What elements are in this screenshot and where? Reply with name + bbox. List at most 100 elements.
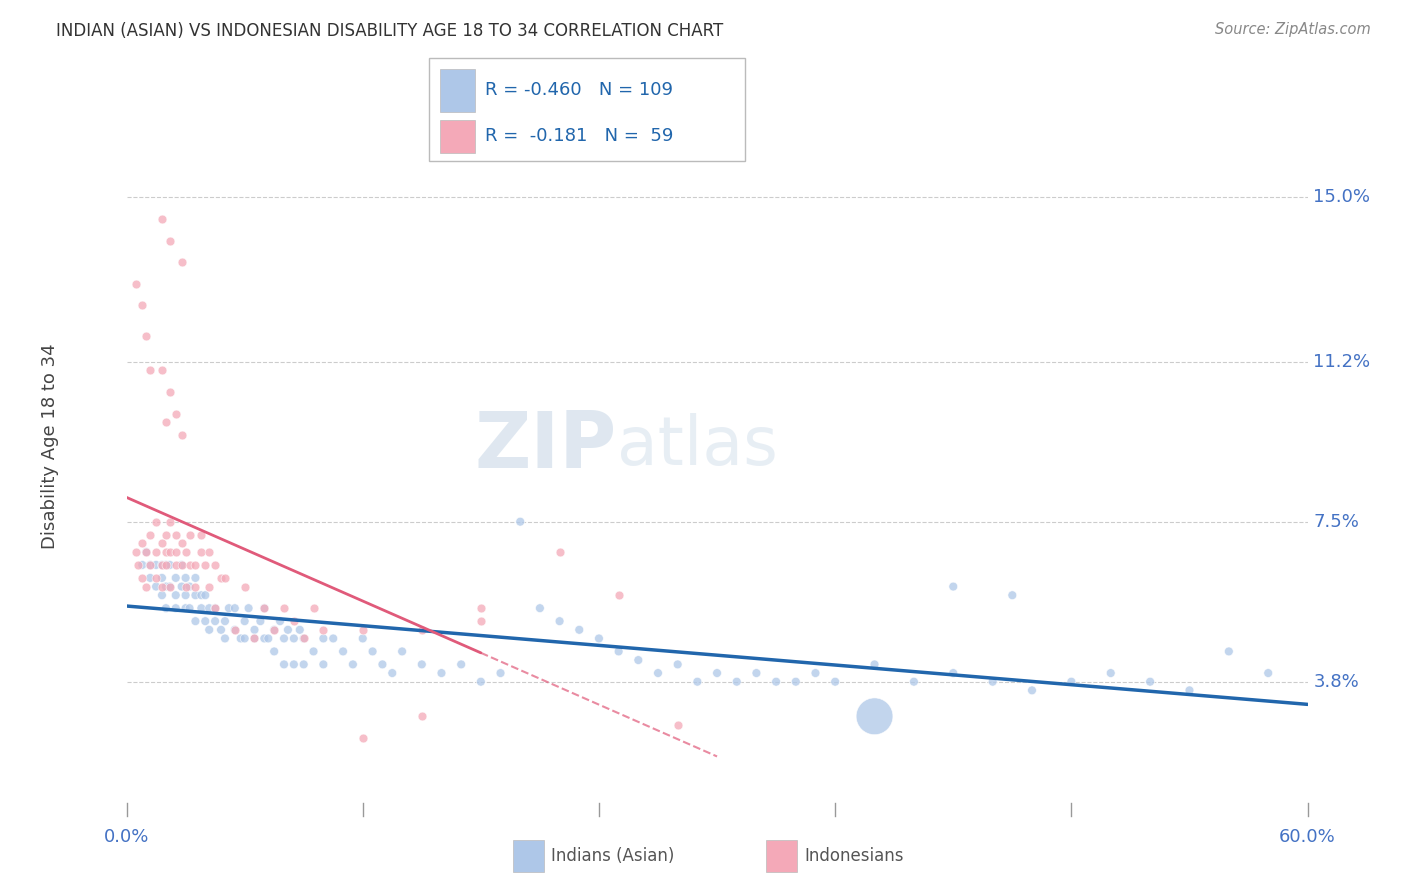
Point [312,657,335,672]
Point [139,558,162,572]
Point [332,644,354,658]
Point [1257,666,1279,681]
Point [470,674,492,689]
Point [509,515,531,529]
Point [342,657,364,672]
Point [139,558,162,572]
Text: Indians (Asian): Indians (Asian) [551,847,675,865]
Point [352,632,374,646]
Point [224,601,246,615]
Text: INDIAN (ASIAN) VS INDONESIAN DISABILITY AGE 18 TO 34 CORRELATION CHART: INDIAN (ASIAN) VS INDONESIAN DISABILITY … [56,22,724,40]
Point [150,536,173,550]
Point [233,632,256,646]
Point [450,657,472,672]
Point [352,731,374,745]
Point [1218,644,1240,658]
Point [150,558,173,572]
Point [170,255,193,269]
Point [135,580,157,594]
Point [155,558,177,572]
Point [204,601,226,615]
Point [174,571,197,585]
Point [174,601,197,615]
Point [430,666,453,681]
Text: R =  -0.181   N =  59: R = -0.181 N = 59 [485,128,673,145]
Point [209,623,232,637]
Point [214,632,236,646]
Point [145,545,167,559]
Point [184,614,207,628]
Text: Indonesians: Indonesians [804,847,904,865]
Text: 11.2%: 11.2% [1313,352,1371,371]
Text: 60.0%: 60.0% [1279,828,1336,846]
Point [139,527,162,541]
Point [1060,674,1083,689]
Point [190,545,212,559]
Point [470,614,492,628]
Point [170,558,193,572]
Point [131,558,153,572]
Text: atlas: atlas [617,413,778,479]
Point [391,644,413,658]
Point [312,632,335,646]
Point [165,571,187,585]
Point [150,363,173,377]
Point [607,644,630,658]
Point [179,580,201,594]
Point [863,709,886,723]
Point [165,545,187,559]
Point [145,515,167,529]
Point [263,623,285,637]
Point [470,601,492,615]
Point [179,601,201,615]
Point [273,657,295,672]
Text: 0.0%: 0.0% [104,828,149,846]
Point [145,558,167,572]
Point [150,588,173,602]
Point [863,657,886,672]
Point [170,428,193,442]
Point [179,558,201,572]
Point [253,632,276,646]
Point [627,653,650,667]
Text: ZIP: ZIP [474,408,617,484]
Point [159,580,181,594]
Point [411,623,433,637]
Point [273,632,295,646]
Point [263,644,285,658]
Point [139,363,162,377]
Point [288,623,311,637]
Point [312,623,335,637]
Point [145,571,167,585]
Point [277,623,299,637]
Point [155,580,177,594]
Point [174,545,197,559]
Point [411,657,433,672]
Point [190,588,212,602]
Point [233,580,256,594]
Point [198,623,221,637]
Point [159,515,181,529]
Point [150,571,173,585]
Point [706,666,728,681]
Point [785,674,807,689]
Point [745,666,768,681]
Point [238,601,260,615]
Text: 7.5%: 7.5% [1313,513,1360,531]
Point [666,657,689,672]
Point [352,623,374,637]
Point [194,558,217,572]
Point [381,666,404,681]
Point [145,580,167,594]
Point [155,415,177,429]
Text: 15.0%: 15.0% [1313,188,1371,206]
Point [184,580,207,594]
Point [194,614,217,628]
Point [322,632,344,646]
Point [292,632,315,646]
Point [165,601,187,615]
Point [302,601,325,615]
Point [184,558,207,572]
Point [131,571,153,585]
Point [292,632,315,646]
